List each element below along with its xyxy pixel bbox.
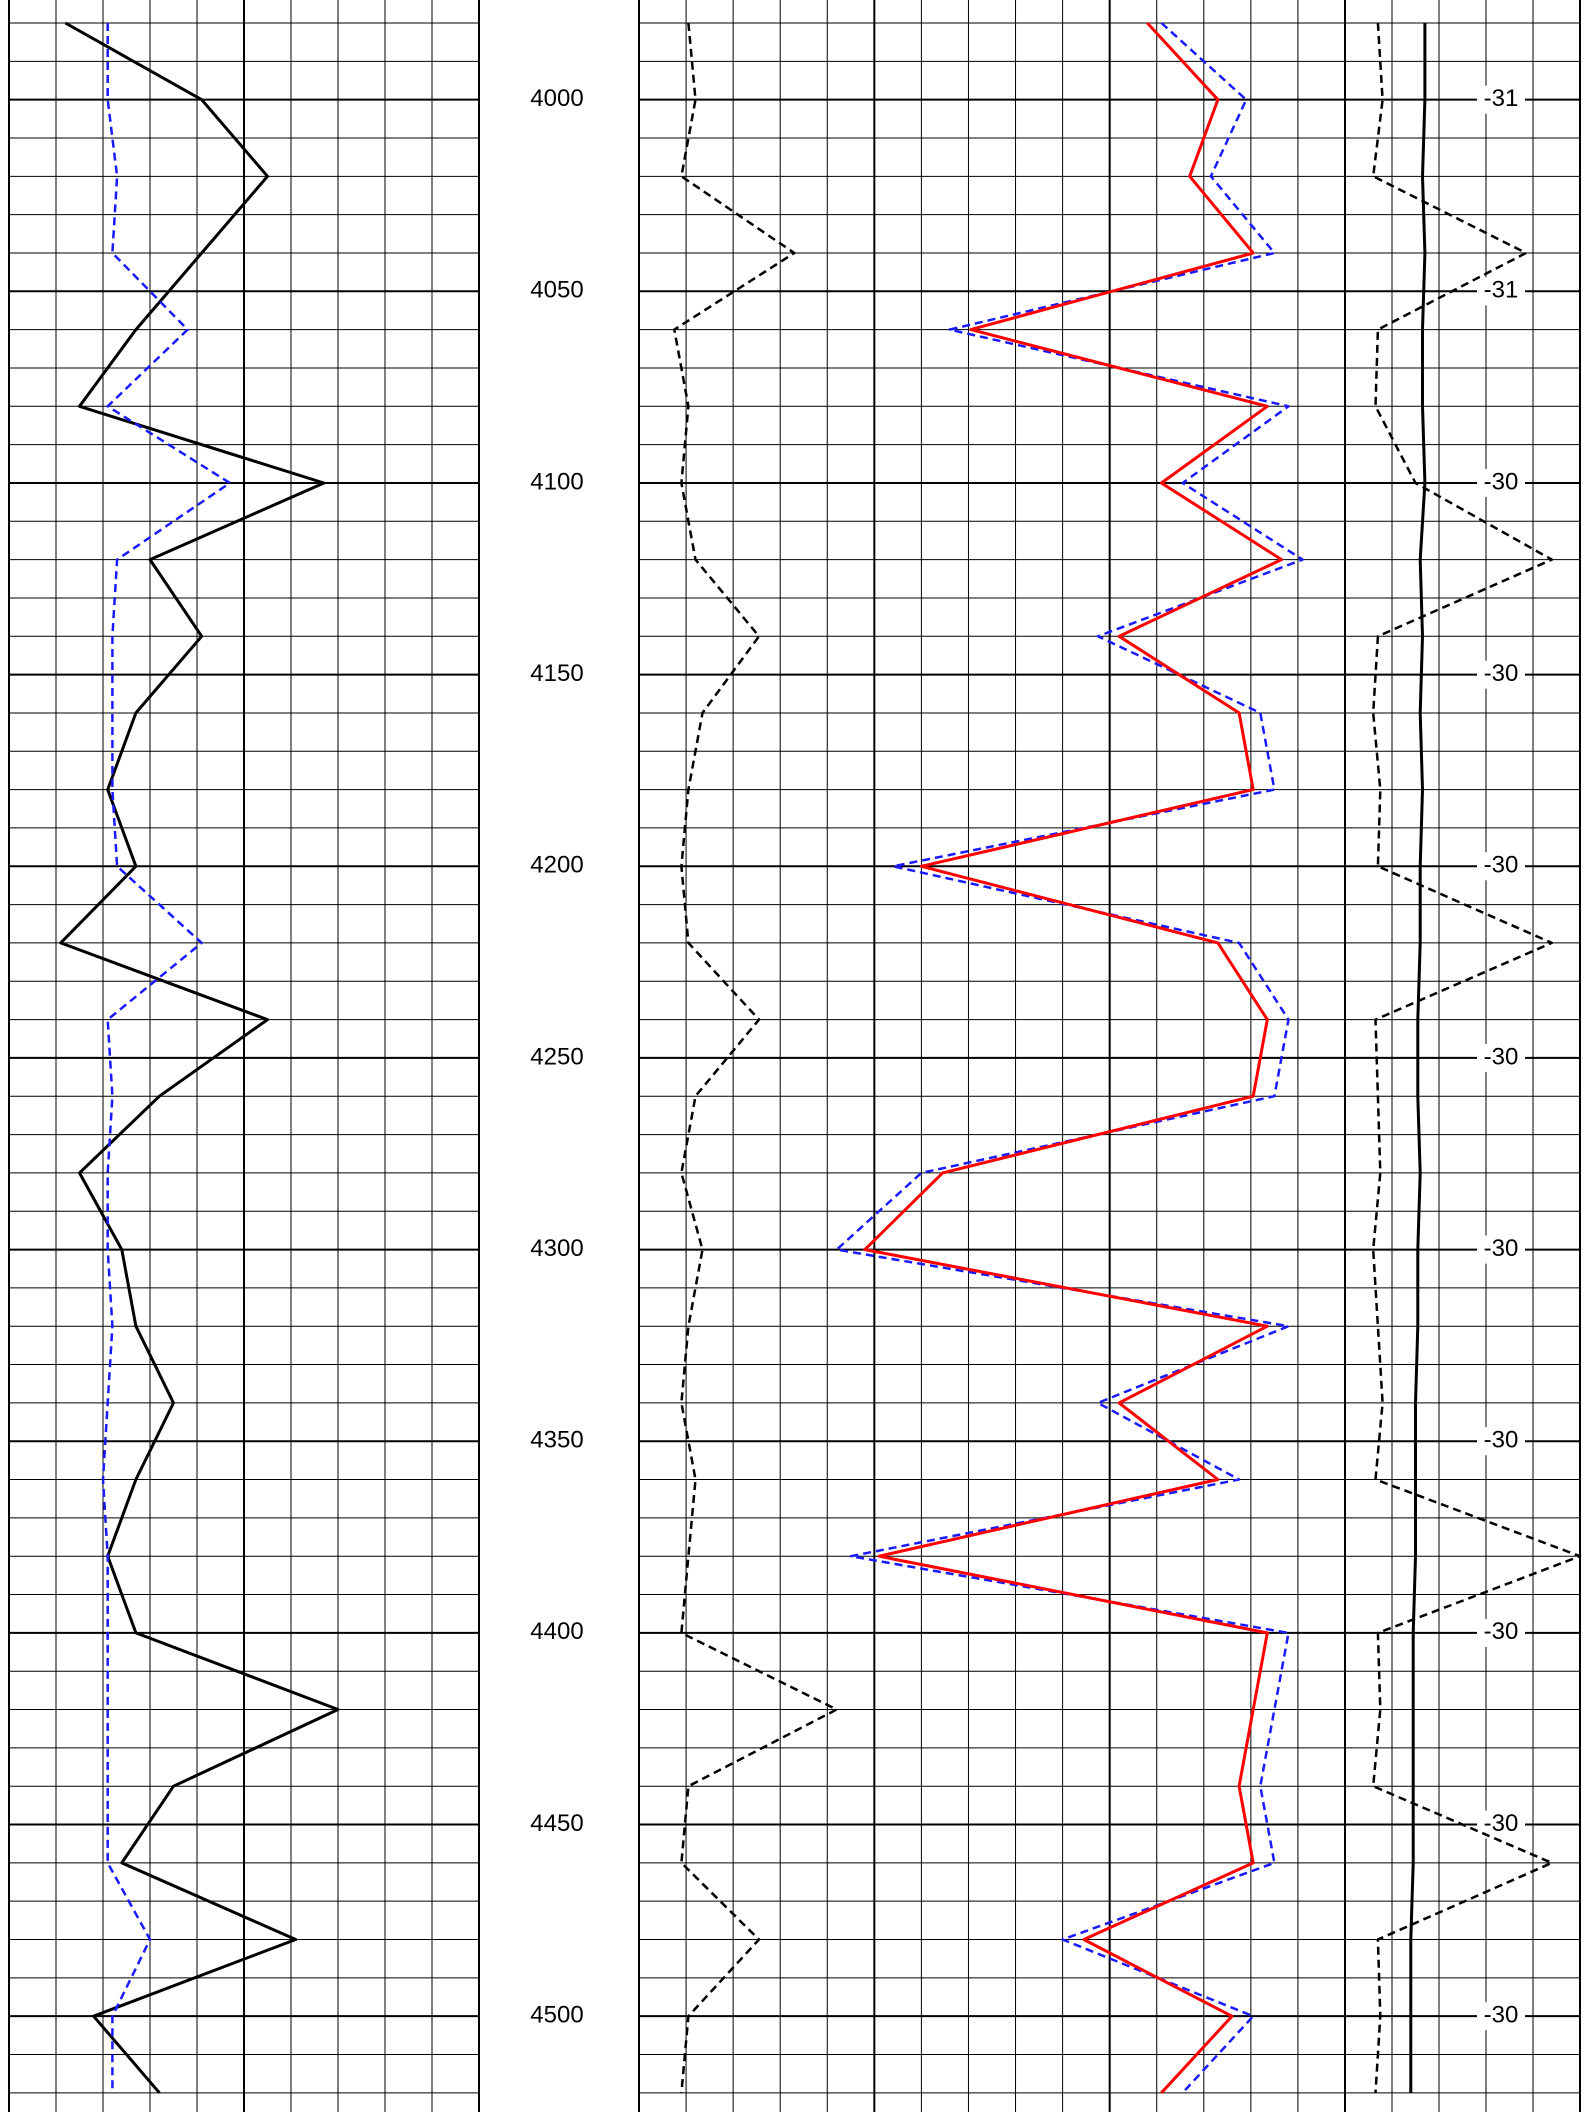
- track-label: -31: [1484, 85, 1519, 112]
- label-background: [1477, 468, 1525, 497]
- log-curve: [673, 22, 838, 2093]
- depth-label: 4350: [530, 1427, 583, 1454]
- label-background: [1477, 1618, 1525, 1647]
- track-label: -30: [1484, 660, 1519, 687]
- track-label: -30: [1484, 468, 1519, 495]
- track-label: -30: [1484, 1043, 1519, 1070]
- log-curve: [1409, 23, 1427, 2093]
- depth-label: 4400: [530, 1618, 583, 1645]
- log-curve: [1371, 22, 1582, 2093]
- depth-label: 4450: [530, 1810, 583, 1837]
- depth-label: 4100: [530, 468, 583, 495]
- label-background: [1477, 2002, 1525, 2031]
- log-curve: [101, 23, 232, 2093]
- track-label: -30: [1484, 1810, 1519, 1837]
- label-background: [1477, 277, 1525, 306]
- depth-label: 4250: [530, 1043, 583, 1070]
- log-curve: [835, 22, 1304, 2094]
- log-curve: [59, 21, 340, 2094]
- label-background: [1477, 1235, 1525, 1264]
- track-label: -30: [1484, 2002, 1519, 2029]
- label-background: [1477, 1427, 1525, 1456]
- depth-label: 4500: [530, 2002, 583, 2029]
- depth-label: 4300: [530, 1235, 583, 1262]
- depth-label: 4150: [530, 660, 583, 687]
- label-background: [1477, 852, 1525, 881]
- depth-label: 4050: [530, 277, 583, 304]
- label-background: [1477, 660, 1525, 689]
- depth-label: 4200: [530, 852, 583, 879]
- track-label: -30: [1484, 1235, 1519, 1262]
- log-curve: [863, 21, 1283, 2094]
- label-background: [1477, 85, 1525, 114]
- track-label: -31: [1484, 277, 1519, 304]
- track-label: -30: [1484, 1618, 1519, 1645]
- depth-label: 4000: [530, 85, 583, 112]
- track-label: -30: [1484, 1427, 1519, 1454]
- track-label: -30: [1484, 852, 1519, 879]
- label-background: [1477, 1043, 1525, 1072]
